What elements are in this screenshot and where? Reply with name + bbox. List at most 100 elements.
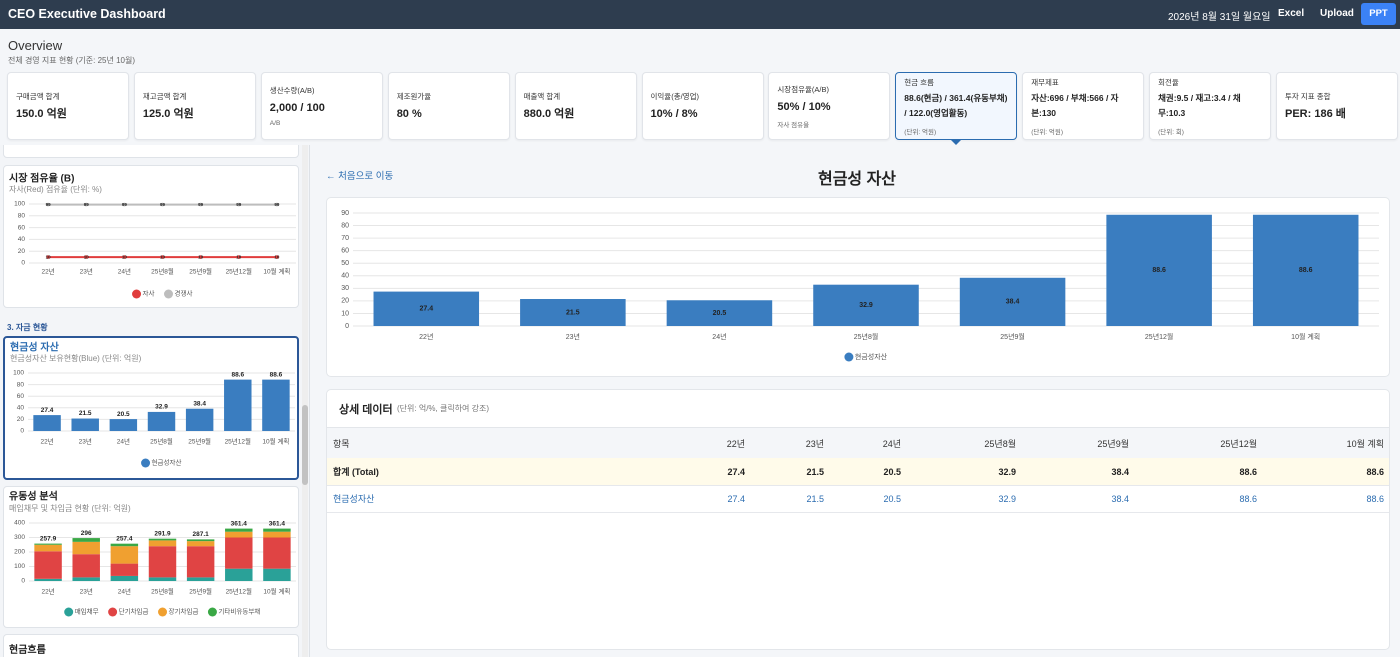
kpi-card[interactable]: 현금 흐름 88.6(현금) / 361.4(유동부채) / 122.0(영업활동… bbox=[895, 72, 1018, 140]
bar-segment bbox=[225, 531, 253, 538]
total-label: 361.4 bbox=[269, 520, 286, 527]
kpi-card[interactable]: 재고금액 합계 125.0 억원 bbox=[133, 72, 256, 140]
data-label: 88.6 bbox=[231, 371, 244, 378]
legend-swatch bbox=[164, 289, 174, 299]
excel-button[interactable]: Excel bbox=[1278, 8, 1305, 19]
total-label: 361.4 bbox=[231, 520, 248, 527]
table-row[interactable]: 합계 (Total) 27.4 21.5 20.5 32.9 38.4 88.6 88.6 bbox=[327, 458, 1389, 486]
kpi-note: (단위: 회) bbox=[1158, 128, 1184, 136]
header-cell: 항목 bbox=[333, 439, 350, 449]
data-label: 99 bbox=[160, 202, 166, 207]
bar bbox=[185, 408, 214, 431]
y-tick-label: 40 bbox=[17, 405, 25, 412]
legend: 매입채무 단기차입금 장기차입금 기타비유동부채 bbox=[64, 607, 260, 617]
liquidity-card[interactable]: 유동성 분석 매입채무 및 차입금 현황 (단위: 억원) 0 100 200 300… bbox=[3, 486, 299, 628]
kpi-card[interactable]: 투자 지표 종합 PER: 186 배 bbox=[1276, 72, 1398, 140]
header-cell: 24년 bbox=[882, 439, 901, 449]
x-tick-label: 22년 bbox=[41, 267, 54, 276]
kpi-card[interactable]: 회전율 채권:9.5 / 재고:3.4 / 채무:10.3 (단위: 회) bbox=[1149, 72, 1272, 140]
back-link[interactable]: ← 처음으로 이동 bbox=[326, 171, 394, 182]
kpi-value: 150.0 억원 bbox=[16, 108, 67, 120]
cash-card[interactable]: 현금성 자산 현금성자산 보유현황(Blue) (단위: 억원) 0 20 40 60… bbox=[3, 336, 299, 480]
bar-segment bbox=[186, 539, 215, 542]
table-row[interactable]: 현금성자산 27.4 21.5 20.5 32.9 38.4 88.6 88.6 bbox=[327, 485, 1389, 513]
bar-segment bbox=[72, 577, 100, 581]
y-tick-label: 100 bbox=[14, 201, 25, 208]
x-tick-label: 23년 bbox=[566, 332, 580, 341]
data-label: 20.5 bbox=[713, 310, 727, 317]
bar bbox=[262, 379, 290, 431]
kpi-card[interactable]: 제조원가율 80 % bbox=[387, 72, 510, 140]
point bbox=[84, 255, 89, 259]
bar bbox=[373, 291, 480, 326]
total-label: 291.9 bbox=[154, 530, 171, 537]
liquidity-chart: 유동성 분석 매입채무 및 차입금 현황 (단위: 억원) 0 100 200 300… bbox=[9, 490, 296, 617]
kpi-card[interactable]: 생산수량(A/B) 2,000 / 100 A/B bbox=[260, 72, 383, 140]
overview-title: Overview bbox=[8, 38, 63, 53]
bar-segment bbox=[263, 531, 291, 538]
y-tick-label: 80 bbox=[17, 381, 25, 388]
bar bbox=[109, 419, 138, 431]
x-tick-label: 24년 bbox=[118, 587, 131, 596]
bar-segment bbox=[34, 544, 62, 552]
bar-segment bbox=[263, 528, 291, 532]
kpi-value: 88.6(현금) / 361.4(유동부채) / 122.0(영업활동) bbox=[904, 92, 1008, 118]
point bbox=[275, 202, 279, 207]
kpi-card[interactable]: 재무제표 자산:696 / 부채:566 / 자본:130 (단위: 억원) bbox=[1022, 72, 1145, 140]
bar-segment bbox=[72, 554, 100, 578]
kpi-label: 회전율 bbox=[1158, 77, 1179, 87]
x-tick-label: 25년8월 bbox=[151, 267, 174, 276]
cashflow-card[interactable]: 현금흐름 bbox=[3, 634, 299, 657]
ppt-button[interactable]: PPT bbox=[1361, 3, 1396, 25]
bar-segment bbox=[110, 563, 139, 576]
data-label: 99 bbox=[84, 202, 90, 207]
x-tick-label: 25년9월 bbox=[1000, 332, 1025, 341]
table-header-row: 항목 22년 23년 24년 25년8월 25년9월 25년12월 10월 계획 bbox=[327, 427, 1389, 460]
kpi-label: 제조원가율 bbox=[396, 92, 432, 101]
cash-chart: 현금성 자산 현금성자산 보유현황(Blue) (단위: 억원) 0 20 40 60… bbox=[10, 341, 295, 468]
y-tick-label: 60 bbox=[17, 393, 25, 400]
legend-label: 경쟁사 bbox=[175, 289, 193, 298]
point bbox=[84, 202, 89, 207]
scrollbar-thumb[interactable] bbox=[302, 405, 308, 485]
data-label: 27.4 bbox=[419, 306, 433, 313]
x-tick-label: 25년12월 bbox=[1145, 332, 1173, 341]
data-label: 99 bbox=[236, 202, 242, 207]
partial-card bbox=[3, 145, 299, 158]
legend-label: 자사 bbox=[143, 289, 155, 298]
table-cell: 합계 (Total) bbox=[333, 467, 379, 477]
kpi-card[interactable]: 구매금액 합계 150.0 억원 bbox=[7, 72, 129, 140]
bar-segment bbox=[225, 537, 253, 569]
x-tick-label: 22년 bbox=[419, 332, 433, 341]
data-label: 10 bbox=[198, 254, 204, 259]
legend-swatch bbox=[64, 607, 74, 617]
kpi-card[interactable]: 매출액 합계 880.0 억원 bbox=[514, 72, 637, 140]
market-share-card[interactable]: 시장 점유율 (B) 자사(Red) 점유율 (단위: %) 0 20 40 60 80… bbox=[3, 165, 299, 308]
bar bbox=[813, 284, 919, 326]
kpi-card[interactable]: 시장점유율(A/B) 50% / 10% 자사 점유율 bbox=[768, 72, 891, 140]
kpi-label: 시장점유율(A/B) bbox=[777, 84, 829, 94]
detail-title: 상세 데이터 bbox=[339, 404, 393, 416]
bar-segment bbox=[148, 546, 177, 578]
app-title: CEO Executive Dashboard bbox=[8, 7, 166, 21]
upload-button[interactable]: Upload bbox=[1320, 8, 1354, 19]
table-cell: 27.4 bbox=[727, 466, 745, 477]
kpi-label: 재고금액 합계 bbox=[142, 92, 187, 101]
bar-segment bbox=[110, 546, 139, 564]
kpi-note: (단위: 억원) bbox=[904, 128, 937, 136]
point bbox=[122, 255, 127, 259]
header-cell: 23년 bbox=[805, 439, 824, 449]
kpi-card[interactable]: 이익율(총/영업) 10% / 8% bbox=[641, 72, 764, 140]
legend-swatch bbox=[132, 289, 142, 299]
legend-label: 현금성자산 bbox=[152, 458, 182, 467]
bar bbox=[520, 299, 626, 326]
x-tick-label: 25년12월 bbox=[225, 437, 251, 446]
point bbox=[275, 255, 279, 259]
chart-subtitle: 매입채무 및 차입금 현황 (단위: 억원) bbox=[9, 503, 131, 513]
legend-swatch bbox=[158, 607, 168, 617]
bar-segment bbox=[34, 543, 62, 545]
kpi-label: 매출액 합계 bbox=[523, 92, 561, 101]
point bbox=[122, 202, 127, 207]
data-label: 32.9 bbox=[155, 404, 168, 411]
